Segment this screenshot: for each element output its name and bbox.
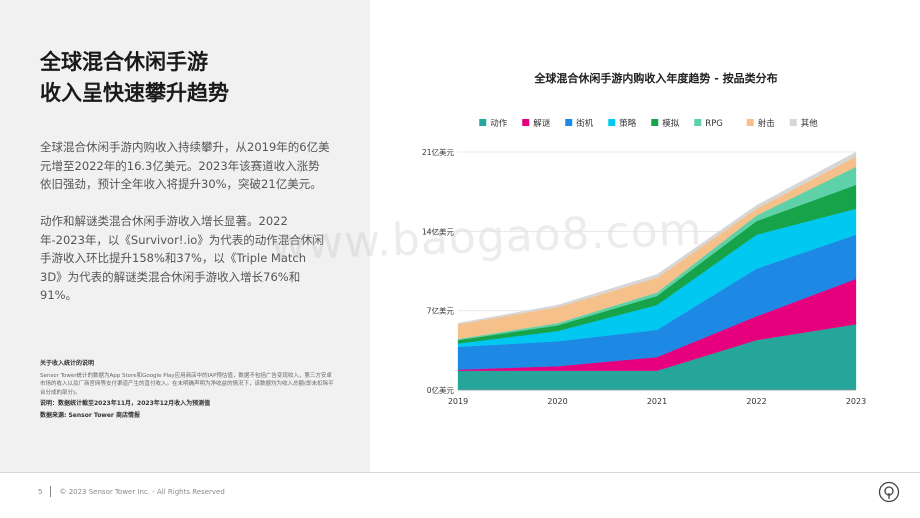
note-line: 说明：数据统计截至2023年11月，2023年12月收入为预测值 — [40, 400, 211, 407]
legend-swatch — [694, 119, 702, 126]
notes-body: Sensor Tower统计的数据为App Store和Google Play应… — [40, 372, 334, 396]
x-tick-label: 2019 — [448, 397, 468, 406]
chart-title: 全球混合休闲手游内购收入年度趋势 - 按品类分布 — [533, 71, 777, 85]
legend-swatch — [789, 119, 797, 126]
x-tick-label: 2021 — [647, 397, 667, 406]
y-tick-label: 14亿美元 — [422, 226, 455, 236]
legend-label: 射击 — [758, 118, 775, 129]
chart-axes: 2019 2020 2021 2022 2023 — [448, 389, 866, 406]
legend-label: 其他 — [801, 118, 819, 129]
left-panel — [0, 0, 370, 472]
page-title-line1: 全球混合休闲手游 — [40, 50, 208, 74]
notes-block: 关于收入统计的说明 Sensor Tower统计的数据为App Store和Go… — [40, 360, 335, 423]
series-area — [457, 151, 857, 325]
paragraph-1: 全球混合休闲手游内购收入持续攀升，从2019年的6亿美元增至2022年的16.3… — [40, 140, 330, 191]
sensor-tower-logo-icon — [878, 481, 900, 503]
legend-swatch — [522, 119, 530, 126]
legend-label: RPG — [705, 119, 723, 129]
paragraph-2: 动作和解谜类混合休闲手游收入增长显著。2022年-2023年，以《Survivo… — [40, 214, 324, 302]
legend-swatch — [479, 119, 487, 126]
page-title-line2: 收入呈快速攀升趋势 — [40, 81, 229, 105]
y-tick-label: 7亿美元 — [427, 306, 455, 316]
footer-divider — [0, 472, 920, 473]
x-tick-label: 2020 — [547, 397, 567, 406]
footer: 5 © 2023 Sensor Tower Inc. - All Rights … — [38, 486, 225, 497]
legend-swatch — [651, 119, 659, 126]
x-tick-label: 2023 — [846, 397, 866, 406]
legend-label: 街机 — [576, 118, 594, 129]
notes-heading: 关于收入统计的说明 — [40, 360, 95, 367]
copyright: © 2023 Sensor Tower Inc. - All Rights Re… — [59, 487, 225, 496]
chart-legend: 动作 解谜 街机 策略 模拟 RPG 射击 其他 — [479, 118, 818, 129]
x-tick-label: 2022 — [746, 397, 766, 406]
page-title: 全球混合休闲手游 收入呈快速攀升趋势 — [40, 47, 229, 109]
legend-swatch — [608, 119, 616, 126]
legend-label: 解谜 — [533, 118, 551, 129]
legend-label: 动作 — [490, 118, 508, 129]
y-tick-label: 0亿美元 — [427, 385, 455, 395]
legend-label: 模拟 — [662, 118, 680, 129]
page-number: 5 — [38, 487, 43, 496]
footer-separator — [50, 486, 52, 497]
stacked-area-chart: 全球混合休闲手游内购收入年度趋势 - 按品类分布 动作 解谜 街机 策略 模拟 RPG 射击… — [422, 71, 866, 406]
source-line: 数据来源: Sensor Tower 商店情报 — [40, 411, 140, 419]
chart-areas — [457, 151, 857, 391]
legend-label: 策略 — [619, 118, 637, 129]
legend-swatch — [565, 119, 573, 126]
legend-swatch — [746, 119, 754, 126]
y-tick-label: 21亿美元 — [422, 147, 455, 157]
